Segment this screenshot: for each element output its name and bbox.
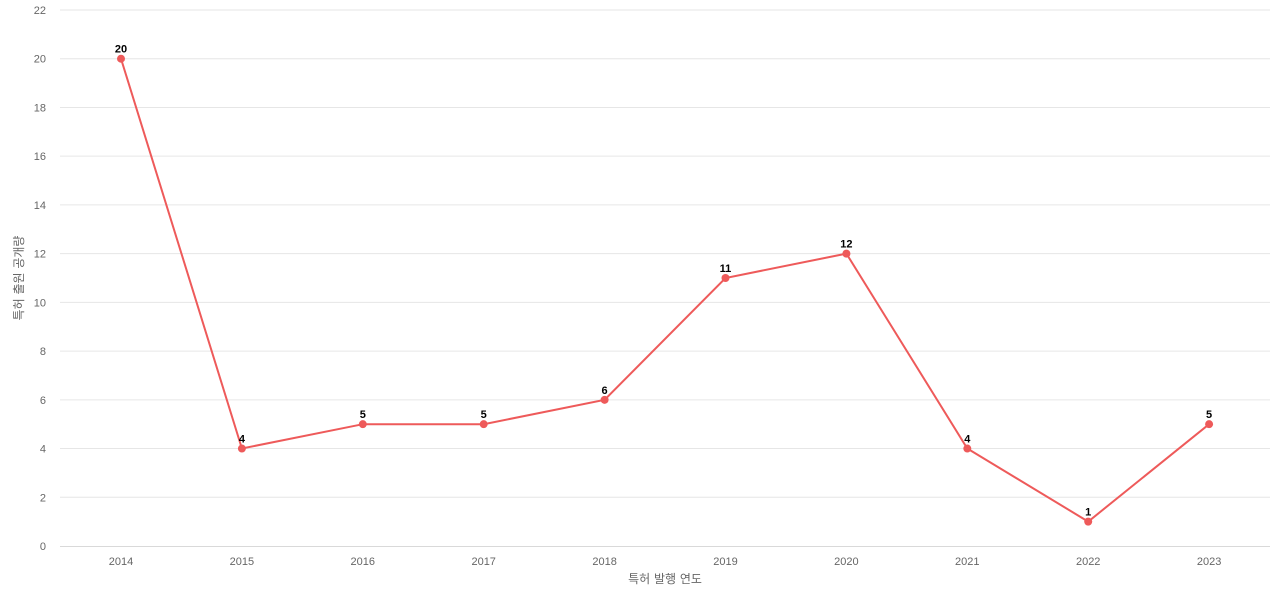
data-label: 4 (964, 434, 971, 446)
x-tick-label: 2020 (834, 556, 858, 568)
grid-lines (60, 9, 1270, 498)
x-tick-label: 2014 (109, 556, 133, 568)
y-tick-label: 2 (40, 492, 46, 504)
data-label: 6 (602, 385, 608, 397)
x-tick-label: 2016 (351, 556, 375, 568)
data-label: 11 (720, 263, 732, 275)
data-point (117, 54, 125, 63)
data-label: 20 (115, 44, 127, 56)
series-line (120, 58, 1210, 523)
data-label: 1 (1085, 507, 1091, 519)
data-points (117, 54, 1214, 526)
y-tick-label: 4 (40, 444, 46, 456)
x-tick-label: 2018 (592, 556, 616, 568)
data-point (1205, 420, 1214, 429)
data-label: 5 (360, 409, 366, 421)
data-point (237, 444, 246, 453)
data-point (963, 444, 972, 453)
x-tick-label: 2022 (1076, 556, 1100, 568)
x-tick-label: 2023 (1197, 556, 1221, 568)
x-tick-label: 2019 (713, 556, 737, 568)
data-label: 5 (1206, 409, 1212, 421)
x-tick-label: 2017 (471, 556, 495, 568)
y-tick-label: 6 (40, 395, 46, 407)
y-axis-title: 특허 출원 공개량 (12, 236, 26, 321)
x-axis-tick-labels: 2014 2015 2016 2017 2018 2019 2020 2021 2022 2023 (109, 556, 1222, 568)
data-point (842, 249, 851, 258)
data-point (1084, 517, 1093, 526)
data-labels: 20 4 5 5 6 11 12 4 1 5 (115, 44, 1212, 519)
y-tick-label: 8 (40, 346, 46, 358)
y-tick-label: 22 (34, 5, 46, 17)
data-point (600, 395, 609, 404)
y-tick-label: 20 (34, 54, 46, 66)
y-tick-label: 18 (34, 102, 46, 114)
data-label: 5 (481, 409, 487, 421)
y-tick-label: 10 (34, 297, 46, 309)
x-tick-label: 2021 (955, 556, 979, 568)
data-label: 12 (840, 239, 852, 251)
y-axis-tick-labels: 0 2 4 6 8 10 12 14 16 18 20 22 (34, 5, 46, 553)
x-tick-label: 2015 (230, 556, 254, 568)
y-tick-label: 12 (34, 249, 46, 261)
data-point (721, 274, 730, 282)
y-tick-label: 16 (34, 151, 46, 163)
x-axis-title: 특허 발행 연도 (628, 571, 702, 586)
y-tick-label: 14 (34, 200, 46, 212)
data-point (358, 420, 367, 429)
data-point (479, 420, 488, 429)
data-label: 4 (239, 434, 246, 446)
y-tick-label: 0 (40, 541, 46, 553)
